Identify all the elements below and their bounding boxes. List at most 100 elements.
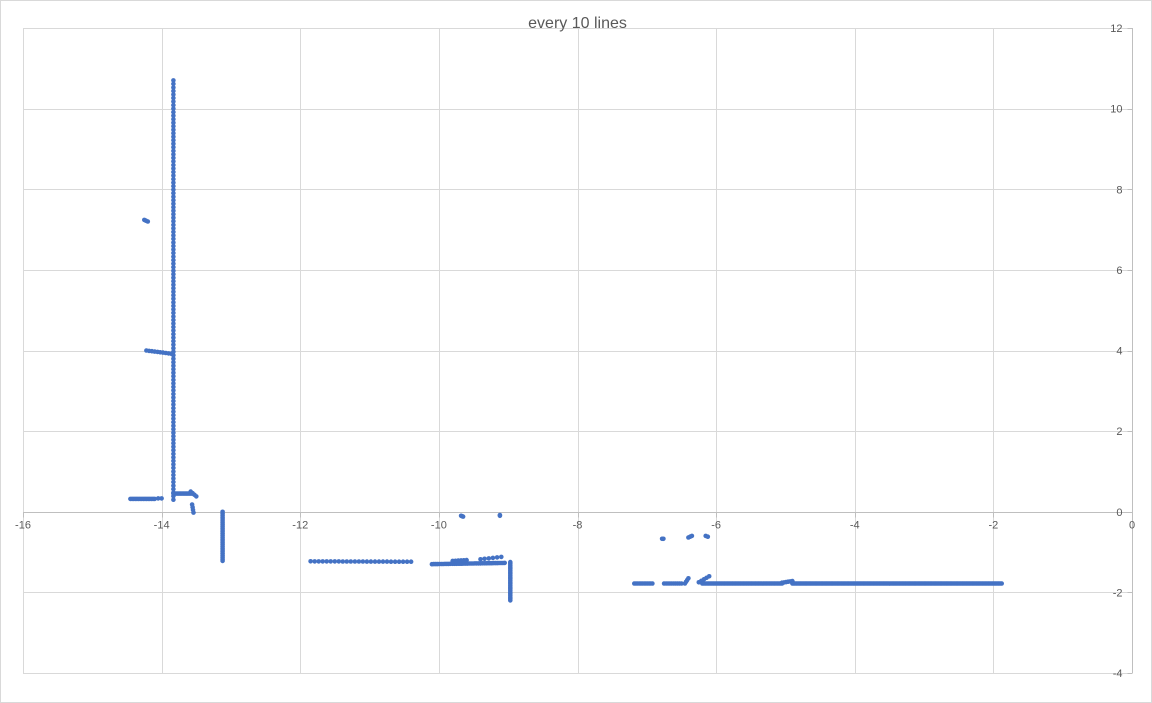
data-point: [171, 212, 176, 217]
data-point: [502, 560, 508, 566]
gridlines: [23, 28, 1133, 674]
data-point: [171, 106, 176, 111]
data-point: [171, 261, 176, 266]
data-point: [171, 268, 176, 274]
data-point: [171, 444, 176, 450]
data-point: [171, 356, 176, 362]
data-point: [171, 247, 176, 252]
data-point: [171, 88, 176, 94]
data-point: [171, 497, 176, 503]
y-tick-label: 12: [1110, 23, 1122, 35]
data-point: [171, 381, 176, 386]
data-point: [171, 134, 176, 140]
data-point: [171, 180, 176, 185]
y-tick-label: 8: [1116, 184, 1122, 196]
data-point: [171, 85, 176, 90]
data-point: [689, 533, 695, 539]
data-point: [316, 559, 322, 564]
data-point: [171, 293, 176, 298]
data-point: [171, 419, 176, 425]
data-point: [171, 476, 176, 481]
data-point: [171, 430, 176, 436]
y-tick-label: 0: [1116, 507, 1122, 519]
data-point: [171, 331, 176, 337]
data-point: [171, 282, 176, 288]
data-point: [171, 113, 176, 118]
data-point: [159, 496, 164, 501]
data-point: [312, 559, 318, 564]
data-point: [404, 559, 410, 564]
data-point: [171, 412, 176, 418]
data-point: [169, 351, 174, 357]
data-point: [155, 496, 161, 501]
data-point: [171, 116, 176, 122]
data-point: [171, 310, 176, 316]
y-tick-label: 4: [1116, 346, 1122, 358]
data-point: [171, 229, 176, 235]
data-point: [171, 384, 176, 390]
data-point: [336, 559, 342, 564]
y-tick-label: 6: [1116, 265, 1122, 277]
data-point: [372, 559, 378, 564]
data-point: [486, 556, 492, 561]
data-point: [380, 559, 386, 564]
data-point: [171, 197, 176, 203]
data-point: [191, 510, 196, 515]
data-point: [490, 555, 496, 561]
data-point: [364, 559, 370, 564]
data-point: [171, 321, 176, 326]
data-point: [171, 338, 176, 344]
data-point: [171, 398, 176, 404]
x-tick-label: -4: [850, 520, 860, 532]
data-point: [497, 513, 503, 519]
data-point: [705, 534, 711, 539]
data-point: [388, 559, 394, 564]
data-point: [171, 458, 176, 464]
data-point: [494, 555, 500, 560]
data-point: [171, 395, 176, 400]
data-point: [464, 557, 469, 563]
data-point: [999, 581, 1004, 586]
data-point: [171, 278, 176, 284]
data-point: [220, 558, 225, 564]
data-point: [171, 328, 176, 333]
data-point: [171, 441, 176, 446]
data-point: [661, 536, 666, 542]
data-point: [171, 433, 176, 439]
data-point: [171, 99, 176, 104]
data-point: [171, 243, 176, 249]
data-point: [171, 324, 176, 330]
data-point: [171, 423, 176, 429]
data-point: [478, 557, 483, 562]
data-point: [171, 483, 176, 488]
data-point: [171, 162, 176, 168]
data-point: [171, 81, 176, 87]
data-point: [171, 437, 176, 443]
data-point: [171, 148, 176, 154]
x-tick-label: -10: [431, 520, 447, 532]
x-tick-label: -6: [711, 520, 721, 532]
data-point: [171, 233, 176, 238]
data-point: [171, 155, 176, 161]
data-point: [171, 183, 176, 189]
data-point: [194, 494, 199, 499]
y-tick-label: 10: [1110, 104, 1122, 116]
y-tick-label: -4: [1113, 668, 1123, 680]
data-point: [171, 307, 176, 312]
data-point: [348, 559, 354, 564]
data-point: [171, 479, 176, 485]
tick-labels: -16 -14 -12 -10 -8 -6 -4 -2 0 -4 -2 0 2 4 6 8 10 12: [15, 23, 1135, 680]
x-tick-label: -14: [154, 520, 170, 532]
data-point: [171, 264, 176, 270]
data-series: [128, 78, 1004, 603]
data-point: [171, 314, 176, 319]
data-point: [171, 469, 176, 474]
data-point: [171, 109, 176, 115]
data-point: [508, 598, 513, 603]
data-point: [392, 559, 398, 564]
data-point: [171, 409, 176, 414]
data-point: [171, 303, 176, 309]
data-point: [356, 559, 362, 564]
data-point: [171, 448, 176, 453]
x-tick-label: -2: [988, 520, 998, 532]
